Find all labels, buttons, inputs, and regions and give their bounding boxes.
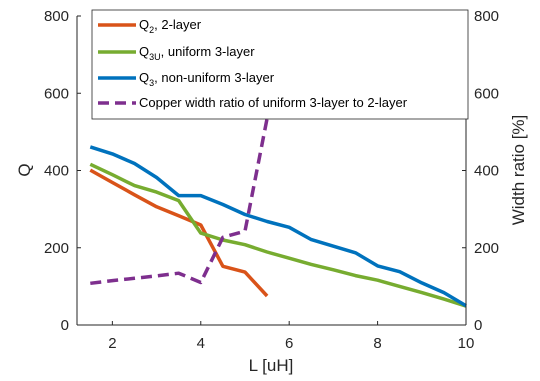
y-tick-label: 200: [44, 240, 69, 257]
y2-tick-label: 600: [474, 85, 499, 102]
series-line-2: [89, 145, 467, 308]
y2-tick-label: 800: [474, 8, 499, 25]
x-tick-label: 8: [373, 335, 381, 352]
y2-tick-label: 200: [474, 240, 499, 257]
series-line-1: [89, 162, 467, 308]
y-tick-label: 0: [61, 317, 69, 334]
y-tick-label: 800: [44, 8, 69, 25]
y2-axis-label: Width ratio [%]: [509, 115, 528, 226]
series-line-3: [90, 118, 269, 286]
legend-label-3: Copper width ratio of uniform 3-layer to…: [139, 95, 408, 110]
y2-tick-label: 400: [474, 163, 499, 180]
legend-label-1: Q3U, uniform 3-layer: [139, 44, 255, 62]
x-tick-label: 10: [458, 335, 475, 352]
y-axis-label: Q: [15, 163, 34, 176]
x-tick-label: 4: [197, 335, 205, 352]
legend-box: [91, 9, 469, 120]
series-layer: [89, 118, 467, 308]
y-tick-label: 400: [44, 163, 69, 180]
legend-label-0: Q2, 2-layer: [139, 17, 202, 35]
y-tick-label: 600: [44, 85, 69, 102]
y2-tick-label: 0: [474, 317, 482, 334]
legend: Q2, 2-layer Q3U, uniform 3-layer Q3, non-u…: [91, 9, 469, 120]
x-tick-label: 2: [108, 335, 116, 352]
x-tick-label: 6: [285, 335, 293, 352]
x-axis-label: L [uH]: [249, 356, 294, 375]
series-line-0: [89, 168, 269, 298]
legend-label-2: Q3, non-uniform 3-layer: [139, 70, 275, 88]
